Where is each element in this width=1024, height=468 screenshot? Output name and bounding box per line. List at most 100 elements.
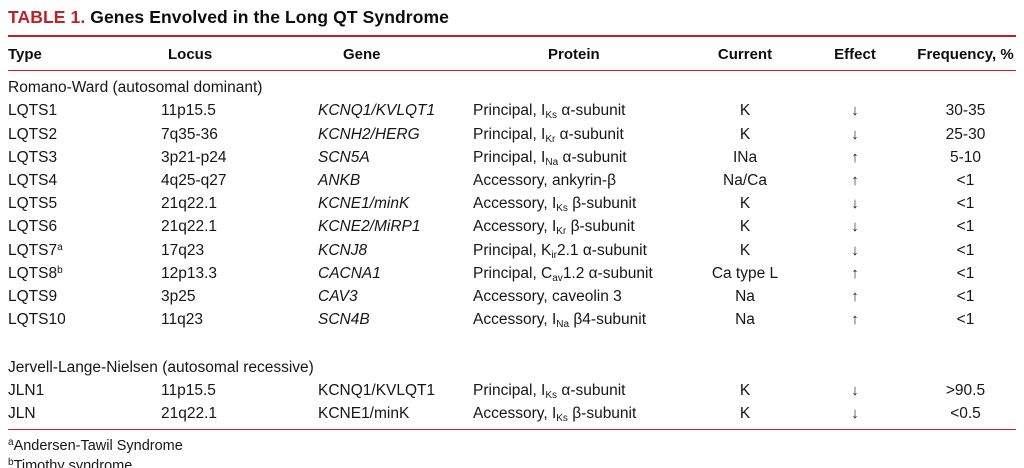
cell-gene: ANKB xyxy=(318,171,361,189)
up-arrow-icon: ↑ xyxy=(851,171,859,189)
table-body: Romano-Ward (autosomal dominant) LQTS1 11p… xyxy=(8,71,1016,427)
bottom-rule xyxy=(8,429,1016,431)
cell-gene: KCNE1/minK xyxy=(318,195,410,213)
cell-protein: Principal, IKs α-subunit xyxy=(473,102,626,122)
cell-type: LQTS3 xyxy=(8,148,58,166)
cell-protein: Principal, Cav1.2 α-subunit xyxy=(473,264,653,284)
cell-locus: 11p15.5 xyxy=(161,102,216,120)
table-row: LQTS10 11q23 SCN4B Accessory, INa β4-subuni… xyxy=(8,309,1016,332)
cell-protein: Accessory, ankyrin-β xyxy=(473,171,616,189)
cell-current: K xyxy=(739,241,751,259)
cell-type: LQTS2 xyxy=(8,125,58,143)
cell-frequency: <1 xyxy=(956,218,975,236)
cell-frequency: <0.5 xyxy=(950,405,981,423)
cell-current: K xyxy=(739,125,751,143)
cell-frequency: <1 xyxy=(956,311,975,329)
cell-current: Ca type L xyxy=(711,264,779,282)
cell-protein: Accessory, IKs β-subunit xyxy=(473,195,637,215)
table-row: LQTS5 21q22.1 KCNE1/minK Accessory, IKs β-s… xyxy=(8,193,1016,216)
cell-current: K xyxy=(739,102,751,120)
column-header-gene: Gene xyxy=(305,37,470,71)
cell-protein: Accessory, IKs β-subunit xyxy=(473,405,637,425)
cell-current: K xyxy=(739,195,751,213)
table-number: TABLE 1. xyxy=(8,7,86,27)
table-row: LQTS9 3p25 CAV3 Accessory, caveolin 3 Na ↑ <1 xyxy=(8,286,1016,309)
cell-current: Na/Ca xyxy=(723,171,767,189)
cell-frequency: <1 xyxy=(956,171,975,189)
cell-type: LQTS4 xyxy=(8,171,58,189)
up-arrow-icon: ↑ xyxy=(851,148,859,166)
cell-frequency: >90.5 xyxy=(945,382,986,400)
cell-effect: ↓ xyxy=(795,100,915,123)
cell-locus: 21q22.1 xyxy=(161,405,218,423)
cell-frequency: 30-35 xyxy=(945,102,986,120)
cell-frequency: <1 xyxy=(956,287,975,305)
cell-locus: 21q22.1 xyxy=(161,195,218,213)
cell-gene: SCN5A xyxy=(318,148,370,166)
cell-locus: 21q22.1 xyxy=(161,218,218,236)
cell-effect: ↓ xyxy=(795,193,915,216)
cell-type: JLN xyxy=(8,405,36,423)
cell-locus: 4q25-q27 xyxy=(161,171,227,189)
up-arrow-icon: ↑ xyxy=(851,287,859,305)
table-row: LQTS2 7q35-36 KCNH2/HERG Principal, IKr α-s… xyxy=(8,123,1016,146)
cell-type: LQTS10 xyxy=(8,311,66,329)
cell-gene: CACNA1 xyxy=(318,264,381,282)
section-heading: Jervell-Lange-Nielsen (autosomal recessi… xyxy=(8,358,314,376)
column-header-type: Type xyxy=(8,37,153,71)
section-heading-row: Jervell-Lange-Nielsen (autosomal recessi… xyxy=(8,332,1016,380)
cell-type: JLN1 xyxy=(8,382,45,400)
cell-effect: ↑ xyxy=(795,262,915,285)
cell-protein: Principal, Kir2.1 α-subunit xyxy=(473,241,647,261)
table-row: LQTS4 4q25-q27 ANKB Accessory, ankyrin-β Na/… xyxy=(8,170,1016,193)
cell-protein: Accessory, IKr β-subunit xyxy=(473,218,635,238)
cell-type: LQTS9 xyxy=(8,287,58,305)
cell-type: LQTS5 xyxy=(8,195,58,213)
cell-gene: KCNE1/minK xyxy=(318,405,410,423)
table-row: LQTS6 21q22.1 KCNE2/MiRP1 Accessory, IKr β-… xyxy=(8,216,1016,239)
column-header-protein: Protein xyxy=(470,37,695,71)
down-arrow-icon: ↓ xyxy=(851,218,859,236)
cell-effect: ↓ xyxy=(795,403,915,426)
down-arrow-icon: ↓ xyxy=(851,195,859,213)
cell-effect: ↑ xyxy=(795,286,915,309)
cell-locus: 12p13.3 xyxy=(161,264,218,282)
genes-table: Type Locus Gene Protein Current Effect F… xyxy=(8,37,1016,426)
cell-gene: KCNJ8 xyxy=(318,241,368,259)
cell-type: LQTS6 xyxy=(8,218,58,236)
cell-protein: Principal, IKs α-subunit xyxy=(473,382,626,402)
cell-locus: 17q23 xyxy=(161,241,205,259)
column-header-effect: Effect xyxy=(795,37,915,71)
cell-frequency: <1 xyxy=(956,241,975,259)
down-arrow-icon: ↓ xyxy=(851,405,859,423)
cell-current: K xyxy=(739,218,751,236)
cell-effect: ↓ xyxy=(795,239,915,262)
cell-protein: Principal, INa α-subunit xyxy=(473,148,627,168)
column-header-current: Current xyxy=(695,37,795,71)
cell-effect: ↓ xyxy=(795,380,915,403)
down-arrow-icon: ↓ xyxy=(851,382,859,400)
table-row: LQTS7a 17q23 KCNJ8 Principal, Kir2.1 α-subu… xyxy=(8,239,1016,262)
section-heading: Romano-Ward (autosomal dominant) xyxy=(8,79,263,96)
down-arrow-icon: ↓ xyxy=(851,125,859,143)
cell-protein: Accessory, INa β4-subunit xyxy=(473,311,647,331)
cell-current: K xyxy=(739,382,751,400)
table-title-line: TABLE 1. Genes Envolved in the Long QT S… xyxy=(8,5,1016,37)
cell-frequency: 25-30 xyxy=(945,125,986,143)
table-row: JLN 21q22.1 KCNE1/minK Accessory, IKs β-sub… xyxy=(8,403,1016,426)
cell-protein: Principal, IKr α-subunit xyxy=(473,125,624,145)
cell-type: LQTS7a xyxy=(8,241,63,259)
cell-gene: SCN4B xyxy=(318,311,370,329)
cell-locus: 11q23 xyxy=(161,311,203,329)
cell-locus: 3p21-p24 xyxy=(161,148,227,166)
table-row: JLN1 11p15.5 KCNQ1/KVLQT1 Principal, IKs α-… xyxy=(8,380,1016,403)
down-arrow-icon: ↓ xyxy=(851,241,859,259)
table-row: LQTS1 11p15.5 KCNQ1/KVLQT1 Principal, IKs α… xyxy=(8,100,1016,123)
footnote: aAndersen-Tawil Syndrome xyxy=(8,437,183,455)
cell-frequency: <1 xyxy=(956,264,975,282)
section-heading-row: Romano-Ward (autosomal dominant) xyxy=(8,71,1016,101)
cell-current: K xyxy=(739,405,751,423)
cell-effect: ↓ xyxy=(795,216,915,239)
cell-frequency: <1 xyxy=(956,195,975,213)
